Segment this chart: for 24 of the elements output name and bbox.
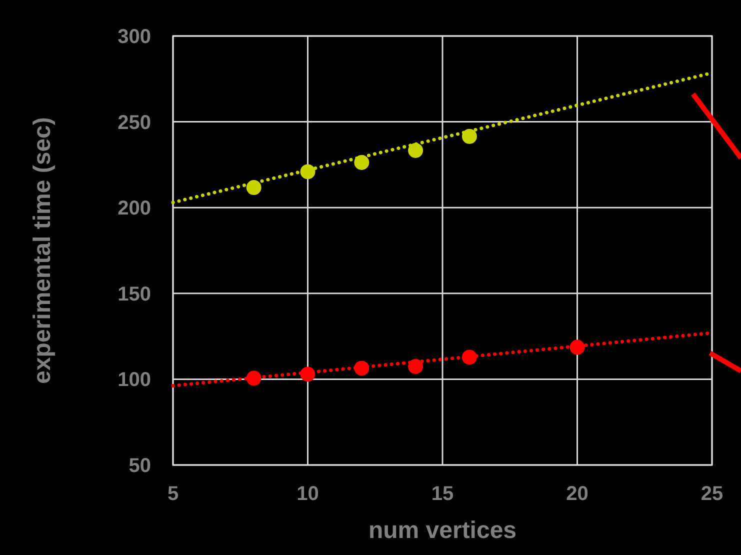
y-tick-label: 200 (118, 198, 151, 220)
point (354, 360, 370, 376)
y-tick-label: 100 (118, 369, 151, 392)
point (462, 350, 477, 365)
point (408, 359, 424, 374)
y-axis-title: experimental time (sec) (29, 117, 56, 384)
y-tick-label: 300 (118, 26, 151, 48)
point (408, 142, 424, 158)
y-tick-label: 150 (118, 283, 151, 306)
x-axis-title: num vertices (368, 517, 517, 544)
x-tick-label: 5 (167, 483, 179, 505)
x-tick-label: 15 (431, 483, 454, 505)
point (462, 128, 477, 144)
point (570, 340, 585, 355)
point (246, 370, 262, 386)
x-tick-label: 25 (700, 483, 724, 505)
y-tick-label: 250 (118, 112, 151, 134)
x-tick-label: 20 (566, 483, 588, 505)
y-tick-label: 50 (128, 455, 151, 477)
point (300, 164, 316, 180)
point (300, 366, 316, 382)
point (354, 154, 370, 170)
x-tick-label: 10 (296, 483, 319, 505)
point (246, 180, 262, 196)
